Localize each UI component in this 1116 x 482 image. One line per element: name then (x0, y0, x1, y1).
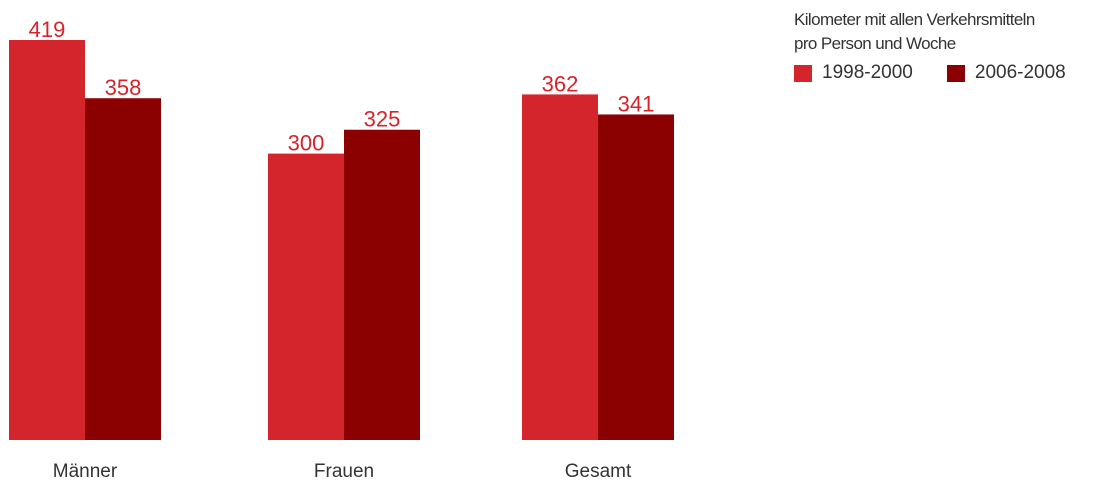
bar-gesamt-series-1 (522, 94, 598, 440)
legend-swatch-series-2 (946, 64, 965, 82)
legend-title-line-2: pro Person und Woche (794, 34, 956, 53)
bars-group (9, 40, 674, 440)
legend-item-series-1: 1998-2000 (794, 62, 913, 84)
value-label-gesamt-series-1: 362 (542, 71, 579, 96)
category-labels-group: Männer Frauen Gesamt (53, 461, 632, 482)
value-label-frauen-series-2: 325 (364, 107, 401, 132)
legend-title: Kilometer mit allen Verkehrsmitteln pro … (794, 8, 1112, 56)
legend-items: 1998-2000 2006-2008 (794, 62, 1112, 84)
value-label-manner-series-2: 358 (105, 75, 142, 100)
category-label-gesamt: Gesamt (565, 461, 632, 482)
legend-label-series-2: 2006-2008 (974, 62, 1066, 83)
value-label-frauen-series-1: 300 (288, 131, 325, 156)
legend-label-series-1: 1998-2000 (822, 62, 913, 83)
legend-item-series-2: 2006-2008 (946, 62, 1066, 84)
legend: Kilometer mit allen Verkehrsmitteln pro … (794, 8, 1112, 84)
legend-swatch-series-1 (794, 64, 812, 82)
bar-frauen-series-2 (344, 129, 420, 440)
bar-manner-series-1 (9, 40, 85, 440)
bar-gesamt-series-2 (598, 114, 674, 440)
bar-frauen-series-1 (268, 153, 344, 440)
value-label-manner-series-1: 419 (29, 17, 66, 42)
category-label-frauen: Frauen (314, 461, 374, 482)
value-labels-group: 419 358 300 325 362 341 (29, 17, 655, 156)
category-label-manner: Männer (53, 461, 118, 482)
legend-title-line-1: Kilometer mit allen Verkehrsmitteln (794, 10, 1035, 29)
value-label-gesamt-series-2: 341 (618, 91, 655, 116)
bar-manner-series-2 (85, 98, 161, 440)
